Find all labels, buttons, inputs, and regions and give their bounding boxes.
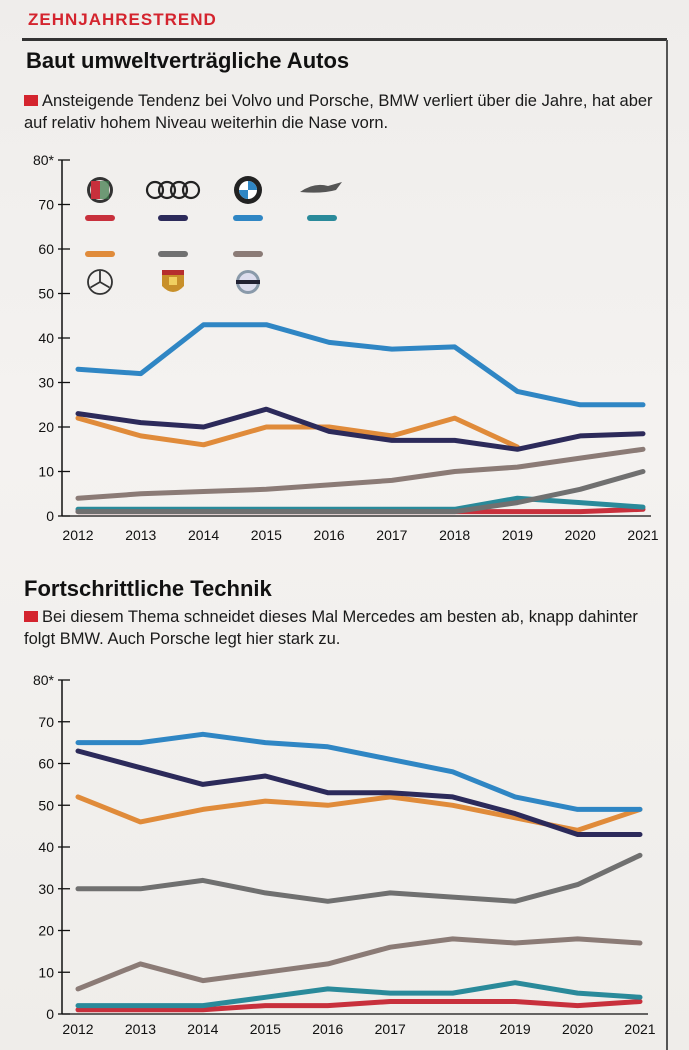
series-line-audi: [75, 406, 646, 452]
y-tick-label: 80*: [33, 152, 55, 168]
legend: [85, 176, 342, 295]
y-tick-label: 0: [46, 508, 54, 524]
legend-item: [85, 177, 115, 221]
volvo-logo-icon: [236, 270, 260, 294]
y-tick-label: 0: [46, 1006, 54, 1022]
series-line-porsche: [75, 469, 646, 515]
alfa-romeo-logo-icon: [87, 177, 113, 203]
header-rule: [22, 38, 667, 41]
x-tick-label: 2017: [375, 1021, 406, 1037]
series-line-jaguar: [75, 980, 643, 1009]
chart1: 0 10 20 30 40 50 60 70 80* 2012 2013 2014 2015 2016 20…: [33, 152, 659, 543]
series-line-volvo: [75, 936, 643, 992]
porsche-crest-logo-icon: [162, 270, 184, 292]
chart2-title: Fortschrittliche Technik: [24, 576, 272, 601]
chart2: 0 10 20 30 40 50 60 70 80* 2012 2013 2014 2015 2016 20…: [33, 672, 656, 1037]
y-tick-label: 50: [38, 286, 54, 302]
x-tick-label: 2012: [62, 1021, 93, 1037]
x-tick-label: 2020: [562, 1021, 593, 1037]
series-line-volvo: [75, 446, 646, 501]
y-tick-label: 30: [38, 375, 54, 391]
y-tick-label: 60: [38, 756, 54, 772]
x-tick-label: 2021: [624, 1021, 655, 1037]
jaguar-leaper-logo-icon: [300, 182, 342, 193]
x-tick-label: 2013: [125, 1021, 156, 1037]
chart2-subtitle: Bei diesem Thema schneidet dieses Mal Me…: [24, 606, 664, 650]
x-tick-label: 2014: [187, 1021, 218, 1037]
series-line-audi: [75, 748, 643, 837]
series-line-porsche: [75, 852, 643, 904]
x-tick-label: 2018: [439, 527, 470, 543]
x-tick-label: 2021: [627, 527, 658, 543]
y-tick-label: 10: [38, 464, 54, 480]
series-line-mercedes: [75, 415, 520, 450]
chart1-subtitle-text: Ansteigende Tendenz bei Volvo und Porsch…: [24, 92, 653, 132]
column-rule: [666, 40, 668, 1050]
x-tick-label: 2018: [437, 1021, 468, 1037]
x-tick-label: 2019: [500, 1021, 531, 1037]
audi-rings-logo-icon: [145, 180, 201, 200]
red-square-icon: [24, 95, 38, 106]
x-tick-label: 2015: [250, 1021, 281, 1037]
y-tick-label: 30: [38, 881, 54, 897]
bmw-roundel-logo-icon: [234, 176, 262, 204]
y-tick-label: 80*: [33, 672, 55, 688]
legend-item: [233, 176, 263, 221]
x-tick-label: 2012: [62, 527, 93, 543]
red-square-icon: [24, 611, 38, 622]
x-tick-label: 2014: [188, 527, 219, 543]
series-line-jaguar: [75, 495, 646, 512]
y-tick-label: 70: [38, 197, 54, 213]
series-line-bmw: [75, 731, 643, 812]
x-tick-label: 2017: [376, 527, 407, 543]
y-tick-label: 50: [38, 797, 54, 813]
y-tick-label: 20: [38, 419, 54, 435]
y-tick-label: 10: [38, 964, 54, 980]
section-kicker: ZEHNJAHRESTREND: [28, 10, 217, 29]
y-tick-label: 70: [38, 714, 54, 730]
x-tick-label: 2013: [125, 527, 156, 543]
series-line-alfa-romeo: [75, 999, 643, 1013]
x-tick-label: 2020: [565, 527, 596, 543]
y-tick-label: 40: [38, 330, 54, 346]
chart1-title: Baut umweltverträgliche Autos: [26, 48, 350, 73]
x-tick-label: 2015: [251, 527, 282, 543]
x-tick-label: 2019: [502, 527, 533, 543]
series-line-bmw: [75, 322, 646, 408]
chart2-subtitle-text: Bei diesem Thema schneidet dieses Mal Me…: [24, 608, 638, 648]
legend-item: [145, 180, 201, 221]
legend-item: [233, 251, 263, 294]
y-tick-label: 40: [38, 839, 54, 855]
y-tick-label: 20: [38, 923, 54, 939]
legend-item: [158, 251, 188, 292]
legend-item: [300, 182, 342, 221]
x-tick-label: 2016: [312, 1021, 343, 1037]
chart1-subtitle: Ansteigende Tendenz bei Volvo und Porsch…: [24, 90, 664, 134]
x-tick-label: 2016: [314, 527, 345, 543]
legend-item: [85, 251, 115, 295]
mercedes-star-logo-icon: [87, 269, 113, 295]
y-tick-label: 60: [38, 241, 54, 257]
